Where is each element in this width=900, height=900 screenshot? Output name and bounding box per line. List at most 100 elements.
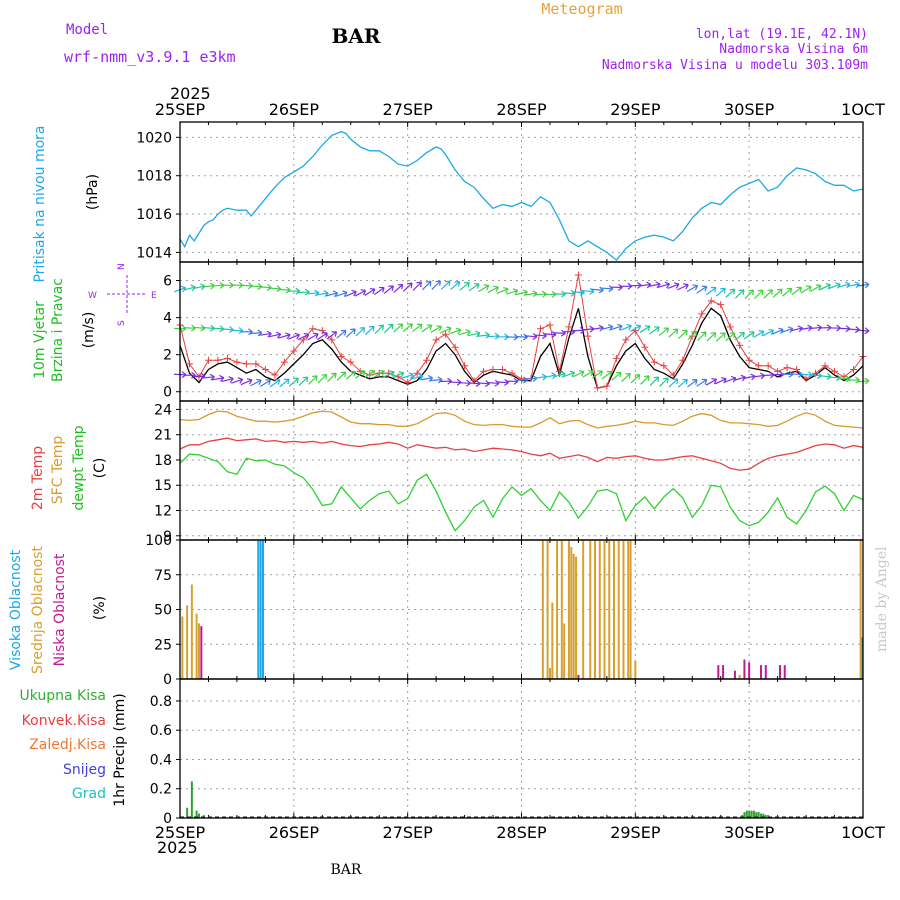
wind-arrow: [630, 374, 641, 384]
wind-arrow-shaft: [421, 280, 432, 291]
wind-arrow-shaft: [658, 327, 669, 337]
cloud-bar: [783, 665, 786, 679]
wind-arrow: [240, 378, 253, 386]
panel-plot-temperature: 9 12 15 18 21 24: [154, 400, 864, 545]
cloud-bar: [195, 613, 198, 679]
wind-arrow-head: [340, 329, 347, 336]
bottom-day-label: 26SEP: [269, 823, 320, 842]
wind-arrow-shaft: [192, 375, 205, 378]
wind-arrow: [402, 323, 413, 333]
legend-2m-temp: 2m Temp: [30, 446, 46, 510]
bottom-day-label: 27SEP: [383, 823, 434, 842]
wind-arrow: [819, 283, 832, 291]
wind-arrow: [468, 330, 481, 338]
wind-arrow: [648, 281, 661, 289]
wind-arrow-head: [265, 379, 272, 386]
y-tick-label: 0.6: [150, 723, 172, 739]
wind-arrow-shaft: [715, 332, 726, 342]
wind-arrow-head: [720, 287, 726, 294]
bottom-day-label: 28SEP: [496, 823, 547, 842]
wind-arrow-shaft: [383, 285, 394, 295]
wind-arrow: [496, 287, 509, 294]
wind-arrow-shaft: [259, 332, 272, 336]
wind-arrow: [477, 380, 490, 388]
wind-arrow-head: [285, 332, 291, 339]
wind-arrow: [753, 330, 765, 338]
wind-gust-point: [707, 297, 715, 305]
wind-gust-point: [679, 356, 687, 364]
y-tick-label: 0.4: [150, 752, 172, 768]
cloud-bar: [608, 540, 611, 679]
wind-arrow-shaft: [715, 288, 726, 297]
cloud-bar: [733, 670, 736, 679]
wind-arrow-shaft: [733, 376, 746, 381]
cloud-bar: [563, 623, 566, 679]
wind-arrow: [412, 281, 423, 291]
panel-frame: [179, 121, 864, 263]
wind-arrow: [687, 379, 698, 388]
wind-gust-point: [584, 332, 592, 340]
wind-arrow-shaft: [308, 375, 318, 385]
wind-arrow-head: [483, 284, 490, 291]
wind-arrow: [402, 282, 413, 292]
wind-arrow: [459, 281, 470, 291]
wind-arrow-head: [321, 373, 328, 380]
y-tick-label: 25: [154, 637, 172, 653]
wind-arrow-head: [644, 325, 651, 332]
y-tick-label: 0: [163, 385, 172, 401]
wind-arrow-head: [710, 332, 717, 338]
wind-arrow-head: [475, 330, 481, 338]
wind-arrow-shaft: [183, 327, 196, 329]
top-day-label: 1OCT: [841, 100, 885, 119]
wind-arrow-shaft: [297, 291, 310, 294]
wind-arrow-shaft: [743, 331, 755, 340]
wind-arrow-head: [408, 372, 414, 379]
wind-arrow: [250, 378, 262, 387]
clouds-panel: Visoka Oblacnost Srednja Oblacnost Niska…: [8, 546, 108, 674]
wind-arrow-shaft: [819, 284, 831, 291]
precip-bar: [190, 781, 193, 818]
wind-arrow-shaft: [724, 377, 737, 383]
wind-arrow-head: [398, 371, 405, 378]
wind-arrow: [715, 377, 727, 385]
temp-line-sfc-temp: [179, 410, 864, 429]
wind-arrow-head: [294, 332, 300, 340]
bottom-x-tick-labels: 25SEP 26SEP 27SEP 28SEP 29SEP 30SEP 1OCT: [155, 823, 885, 842]
wind-gust-point: [366, 371, 374, 379]
wind-arrow: [421, 280, 432, 291]
wind-gust-point: [717, 301, 725, 309]
wind-gust-point: [793, 365, 801, 373]
legend-total-rain: Ukupna Kisa: [19, 688, 106, 704]
legend-high-cloud: Visoka Oblacnost: [8, 549, 24, 670]
wind-arrow-shaft: [592, 370, 603, 379]
wind-arrow: [373, 286, 385, 296]
wind-arrow: [468, 283, 480, 292]
wind-arrow-head: [322, 332, 328, 338]
wind-arrow-shaft: [725, 332, 736, 342]
wind-arrow-head: [256, 378, 262, 385]
wind-arrow: [268, 331, 282, 339]
wind-arrow-head: [323, 290, 329, 298]
panel-plot-clouds: 0 25 50 75 100: [145, 533, 864, 688]
wind-arrow-head: [275, 331, 282, 339]
wind-arrow-shaft: [657, 283, 670, 288]
wind-arrow-head: [406, 282, 413, 289]
wind-arrow-shaft: [686, 285, 698, 293]
panel-plot-precip: 0 0.2 0.4 0.6 0.8: [150, 678, 864, 827]
wind-arrow: [355, 370, 366, 379]
wind-arrow: [657, 281, 671, 289]
wind-arrow: [211, 374, 225, 382]
wind-arrow-head: [368, 325, 375, 332]
wind-arrow: [478, 284, 490, 293]
wind-arrow-shaft: [202, 376, 215, 379]
wind-arrow-head: [560, 371, 566, 378]
wind-arrow: [298, 376, 309, 386]
wind-arrow-shaft: [411, 323, 423, 333]
wind-arrow-shaft: [677, 284, 689, 291]
wind-arrow-shaft: [298, 376, 309, 386]
wind-arrow: [268, 285, 282, 293]
wind-arrow-head: [359, 326, 366, 333]
wind-arrow-head: [435, 280, 441, 287]
wind-arrow-shaft: [477, 334, 490, 337]
